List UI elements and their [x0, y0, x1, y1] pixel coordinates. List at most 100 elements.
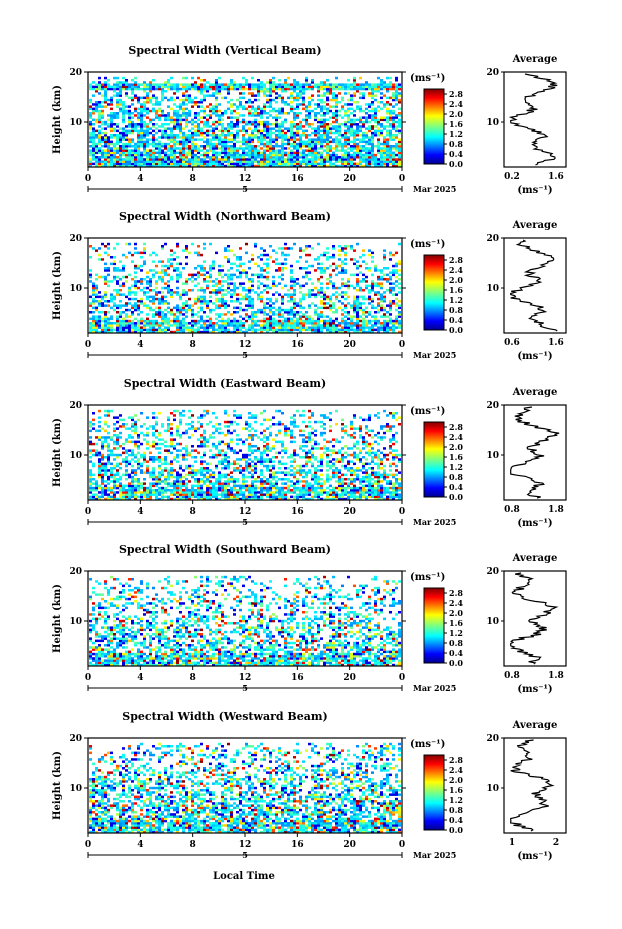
heatmap-cell: [146, 271, 149, 274]
heatmap-cell: [134, 162, 137, 166]
heatmap-cell: [194, 278, 197, 281]
heatmap-cell: [374, 112, 377, 115]
heatmap-cell: [269, 495, 272, 499]
heatmap-cell: [119, 81, 122, 84]
heatmap-cell: [287, 136, 290, 139]
heatmap-cell: [98, 326, 101, 329]
heatmap-cell: [356, 264, 359, 268]
heatmap-cell: [299, 284, 302, 288]
heatmap-cell: [305, 271, 308, 274]
heatmap-cell: [137, 116, 140, 119]
heatmap-cell: [272, 280, 275, 283]
heatmap-cell: [140, 493, 143, 496]
heatmap-cell: [329, 149, 332, 152]
heatmap-cell: [200, 131, 203, 135]
heatmap-cell: [380, 328, 383, 332]
heatmap-cell: [209, 269, 212, 272]
heatmap-cell: [92, 136, 95, 139]
heatmap-cell: [254, 164, 257, 168]
heatmap-cell: [257, 85, 260, 89]
x-tick-label: 20: [343, 340, 356, 350]
heatmap-cell: [209, 162, 212, 166]
heatmap-cell: [281, 96, 284, 100]
heatmap-cell: [191, 162, 194, 166]
heatmap-cell: [344, 284, 347, 288]
heatmap-cell: [272, 328, 275, 332]
heatmap-cell: [122, 83, 125, 86]
heatmap-cell: [269, 162, 272, 166]
heatmap-cell: [296, 495, 299, 499]
heatmap-cell: [221, 96, 224, 100]
heatmap-cell: [350, 164, 353, 168]
heatmap-cell: [269, 311, 272, 314]
heatmap-cell: [389, 81, 392, 84]
heatmap-cell: [371, 94, 374, 97]
heatmap-cell: [299, 94, 302, 97]
heatmap-cell: [374, 116, 377, 119]
heatmap-cell: [203, 269, 206, 272]
heatmap-cell: [263, 158, 266, 161]
heatmap-cell: [140, 164, 143, 168]
heatmap-cell: [371, 286, 374, 290]
heatmap-cell: [149, 120, 152, 124]
heatmap-cell: [323, 253, 326, 257]
heatmap-cell: [152, 273, 155, 277]
heatmap-cell: [326, 96, 329, 100]
profile-y-tick-label: 10: [486, 118, 499, 128]
heatmap-cell: [194, 116, 197, 119]
heatmap-cell: [224, 151, 227, 155]
heatmap-cell: [266, 297, 269, 301]
heatmap-cell: [209, 114, 212, 117]
heatmap-cell: [164, 90, 167, 93]
heatmap-cell: [197, 315, 200, 318]
heatmap-cell: [176, 140, 179, 144]
heatmap-cell: [173, 317, 176, 321]
heatmap-cell: [365, 326, 368, 329]
heatmap-cell: [161, 497, 164, 501]
x-tick-label: 20: [343, 174, 356, 184]
heatmap-cell: [299, 249, 302, 252]
heatmap-cell: [98, 317, 101, 321]
heatmap-cell: [140, 317, 143, 321]
heatmap-cell: [224, 138, 227, 141]
heatmap-cell: [278, 107, 281, 111]
heatmap-cell: [251, 322, 254, 325]
heatmap-cell: [170, 85, 173, 89]
heatmap-cell: [251, 92, 254, 95]
heatmap-cell: [344, 324, 347, 327]
heatmap-cell: [371, 114, 374, 117]
heatmap-cell: [125, 308, 128, 312]
heatmap-cell: [221, 156, 224, 159]
heatmap-cell: [251, 273, 254, 277]
heatmap-cell: [314, 147, 317, 150]
heatmap-cell: [353, 138, 356, 141]
heatmap-cell: [275, 92, 278, 95]
heatmap-cell: [125, 328, 128, 332]
heatmap-cell: [365, 330, 368, 334]
heatmap-cell: [332, 131, 335, 135]
heatmap-cell: [287, 156, 290, 159]
heatmap-cell: [287, 308, 290, 312]
heatmap-cell: [263, 253, 266, 257]
heatmap-cell: [200, 160, 203, 163]
heatmap-cell: [197, 90, 200, 93]
heatmap-cell: [125, 149, 128, 152]
heatmap-cell: [110, 142, 113, 146]
heatmap-cell: [389, 76, 392, 80]
heatmap-cell: [266, 142, 269, 146]
heatmap-cell: [272, 284, 275, 288]
heatmap-cell: [146, 129, 149, 133]
heatmap-cell: [368, 330, 371, 334]
heatmap-cell: [248, 304, 251, 307]
heatmap-cell: [179, 326, 182, 329]
heatmap-cell: [251, 306, 254, 310]
heatmap-cell: [98, 112, 101, 115]
colorbar-tick-label: 2.8: [449, 255, 463, 265]
heatmap-cell: [383, 85, 386, 89]
heatmap-cell: [158, 156, 161, 159]
heatmap-cell: [227, 258, 230, 261]
heatmap-cell: [254, 149, 257, 152]
heatmap-cell: [341, 330, 344, 334]
heatmap-cell: [251, 134, 254, 137]
heatmap-cell: [338, 83, 341, 86]
